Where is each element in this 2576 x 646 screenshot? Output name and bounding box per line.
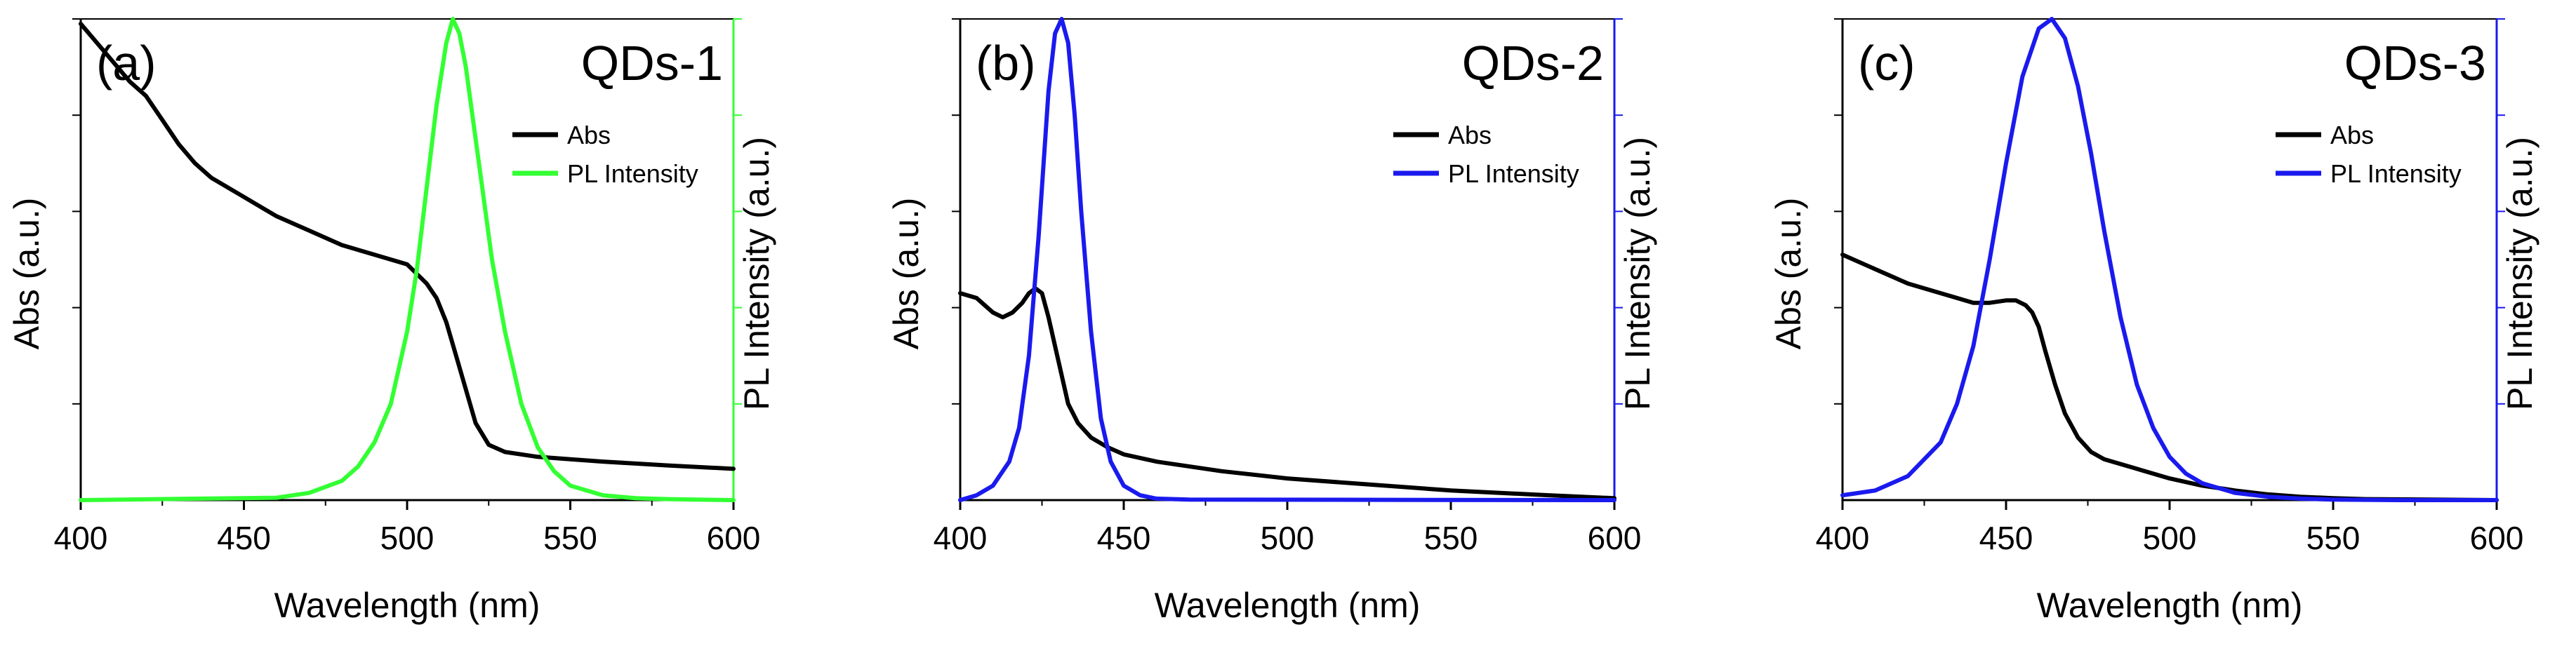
chart-panel-3: 400 450 500 550 600 Wavelength (nm) Abs (a.u.)…	[1769, 17, 2540, 625]
x-axis-title: Wavelength (nm)	[274, 586, 540, 625]
x-axis-title: Wavelength (nm)	[2037, 586, 2303, 625]
legend-label: PL Intensity	[2330, 159, 2462, 188]
x-tick-label: 550	[1424, 520, 1478, 556]
pl-series-line	[958, 17, 1616, 502]
x-tick-label: 550	[2306, 520, 2361, 556]
x-axis-title: Wavelength (nm)	[1155, 586, 1421, 625]
pl-series-line	[1840, 17, 2499, 502]
legend-label: Abs	[567, 121, 611, 149]
x-tick-label: 400	[934, 520, 988, 556]
panel-title: QDs-1	[581, 36, 723, 90]
panel-title: QDs-3	[2344, 36, 2486, 90]
x-tick-label: 400	[54, 520, 108, 556]
chart-panel-2: 400 450 500 550 600 Wavelength (nm) Abs (a.u.)…	[887, 17, 1657, 625]
pl-series-line	[79, 17, 736, 502]
panel-label: (a)	[96, 36, 157, 90]
x-tick-label: 500	[2143, 520, 2197, 556]
y-axis-title: Abs (a.u.)	[7, 198, 46, 350]
x-tick-label: 500	[1261, 520, 1315, 556]
abs-series-line	[958, 286, 1616, 501]
legend-label: Abs	[1448, 121, 1492, 149]
y2-axis-title: PL Intensity (a.u.)	[2500, 137, 2540, 410]
x-tick-label: 600	[1588, 520, 1642, 556]
y-axis-title: Abs (a.u.)	[887, 198, 926, 350]
x-tick-label: 450	[1097, 520, 1151, 556]
legend-label: Abs	[2330, 121, 2374, 149]
x-tick-label: 450	[217, 520, 271, 556]
panel-label: (c)	[1858, 36, 1916, 90]
x-tick-label: 600	[2470, 520, 2524, 556]
y2-axis-title: PL Intensity (a.u.)	[737, 137, 776, 410]
y2-axis-title: PL Intensity (a.u.)	[1618, 137, 1657, 410]
abs-series-line	[79, 21, 736, 471]
x-tick-label: 400	[1816, 520, 1870, 556]
y-axis-title: Abs (a.u.)	[1769, 198, 1808, 350]
panel-title: QDs-2	[1462, 36, 1604, 90]
legend-label: PL Intensity	[1448, 159, 1579, 188]
chart-panel-1: 400 450 500 550 600 Wavelength (nm) Abs (a.u.)…	[7, 17, 776, 625]
legend-label: PL Intensity	[567, 159, 698, 188]
abs-series-line	[1840, 253, 2499, 502]
panel-label: (b)	[976, 36, 1036, 90]
x-tick-label: 500	[380, 520, 434, 556]
x-tick-label: 450	[1979, 520, 2033, 556]
x-tick-label: 550	[543, 520, 597, 556]
x-tick-label: 600	[707, 520, 761, 556]
